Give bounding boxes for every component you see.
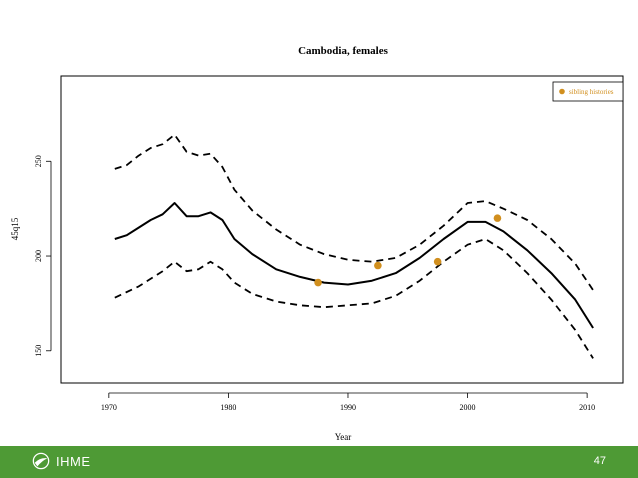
sibling-history-point [433, 257, 442, 266]
y-axis-label: 45q15 [10, 217, 20, 240]
x-tick-label: 2010 [579, 403, 595, 412]
estimate-line [114, 202, 594, 329]
plot-frame [60, 75, 624, 384]
y-tick-label: 200 [34, 250, 43, 262]
x-axis-label: Year [335, 432, 352, 442]
page-number: 47 [593, 455, 606, 467]
legend-label: sibling histories [569, 88, 614, 96]
upper-bound-line [114, 133, 594, 291]
ihme-logo-icon [32, 452, 50, 470]
x-tick-label: 1990 [340, 403, 356, 412]
series-layer [114, 133, 594, 359]
sibling-history-point [314, 278, 322, 287]
x-tick-label: 2000 [460, 403, 476, 412]
legend-box [552, 81, 624, 102]
legend: sibling histories [552, 81, 624, 102]
x-axis: 1970 1980 1990 2000 2010 [101, 392, 595, 412]
chart-title: Cambodia, females [298, 45, 389, 57]
x-tick-label: 1980 [220, 403, 236, 412]
y-axis: 150 200 250 [34, 155, 52, 357]
chart: Cambodia, females 1970 1980 1990 2000 2010 1… [10, 45, 624, 442]
ihme-logo[interactable]: IHME [32, 452, 91, 470]
sibling-history-point [374, 261, 382, 270]
footer-bar: IHME 47 [0, 446, 638, 478]
y-tick-label: 150 [34, 345, 43, 357]
legend-marker [559, 88, 565, 95]
y-tick-label: 250 [34, 155, 43, 167]
lower-bound-line [114, 238, 594, 359]
x-tick-label: 1970 [101, 403, 117, 412]
sibling-history-point [493, 214, 502, 222]
logo-text: IHME [56, 453, 91, 469]
